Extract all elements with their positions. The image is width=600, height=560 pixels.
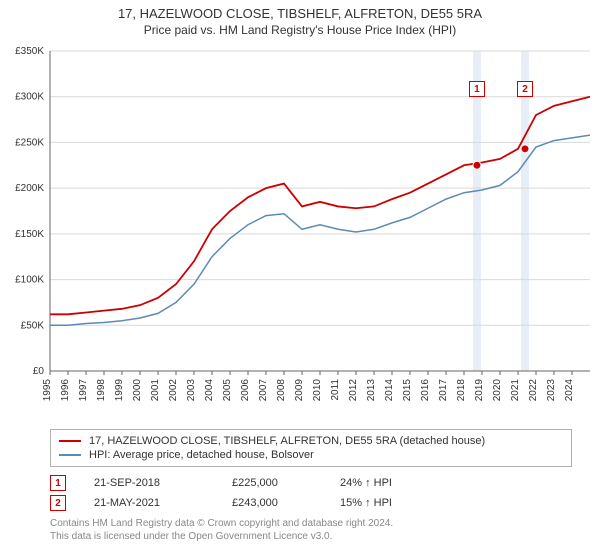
transaction-row-badge: 2: [50, 495, 66, 511]
y-tick-label: £100K: [15, 275, 44, 286]
transaction-row: 1 21-SEP-2018 £225,000 24% ↑ HPI: [50, 473, 572, 493]
transaction-badge: 1: [469, 81, 485, 97]
x-tick-label: 2000: [132, 379, 143, 402]
y-tick-label: £150K: [15, 229, 44, 240]
legend-item: 17, HAZELWOOD CLOSE, TIBSHELF, ALFRETON,…: [59, 434, 563, 448]
transaction-date: 21-MAY-2021: [94, 497, 204, 509]
line-chart-svg: £0 £50K £100K £150K £200K £250K £300K £350K 1995…: [0, 41, 600, 421]
x-tick-label: 2009: [294, 379, 305, 402]
footnote-line: Contains HM Land Registry data © Crown c…: [50, 517, 572, 530]
legend-item: HPI: Average price, detached house, Bols…: [59, 448, 563, 462]
series-property: [50, 97, 590, 315]
x-tick-label: 1999: [114, 379, 125, 402]
x-tick-label: 2011: [330, 379, 341, 401]
y-tick-label: £300K: [15, 92, 44, 103]
legend-label: 17, HAZELWOOD CLOSE, TIBSHELF, ALFRETON,…: [89, 435, 485, 447]
transaction-row-badge: 1: [50, 475, 66, 491]
x-tick-label: 2019: [474, 379, 485, 402]
x-tick-label: 2004: [204, 379, 215, 402]
x-tick-label: 2017: [438, 379, 449, 402]
legend-swatch: [59, 440, 81, 442]
y-tick-label: £250K: [15, 137, 44, 148]
x-tick-label: 2010: [312, 379, 323, 402]
chart-title: 17, HAZELWOOD CLOSE, TIBSHELF, ALFRETON,…: [0, 0, 600, 21]
x-tick-label: 2007: [258, 379, 269, 402]
y-tick-label: £50K: [21, 320, 45, 331]
footnote: Contains HM Land Registry data © Crown c…: [50, 517, 572, 543]
transaction-dot: [521, 145, 529, 153]
x-tick-label: 2005: [222, 379, 233, 402]
x-tick-label: 2023: [546, 379, 557, 402]
x-tick-label: 2008: [276, 379, 287, 402]
series-hpi: [50, 135, 590, 325]
x-tick-label: 1997: [78, 379, 89, 402]
legend-swatch: [59, 454, 81, 456]
x-tick-label: 2020: [492, 379, 503, 402]
x-tick-label: 2022: [528, 379, 539, 402]
x-tick-label: 1998: [96, 379, 107, 402]
transaction-price: £243,000: [232, 497, 312, 509]
footnote-line: This data is licensed under the Open Gov…: [50, 530, 572, 543]
x-tick-label: 2014: [384, 379, 395, 402]
x-tick-label: 2012: [348, 379, 359, 402]
x-tick-label: 2002: [168, 379, 179, 402]
legend-label: HPI: Average price, detached house, Bols…: [89, 449, 314, 461]
x-tick-label: 2021: [510, 379, 521, 402]
chart-area: £0 £50K £100K £150K £200K £250K £300K £350K 1995…: [0, 41, 600, 421]
y-tick-label: £350K: [15, 46, 44, 57]
x-tick-label: 1995: [42, 379, 53, 402]
y-tick-label: £200K: [15, 183, 44, 194]
transaction-badge: 2: [517, 81, 533, 97]
y-tick-label: £0: [33, 366, 45, 377]
x-tick-label: 2003: [186, 379, 197, 402]
transaction-dot: [473, 161, 481, 169]
x-tick-label: 2018: [456, 379, 467, 402]
x-tick-label: 1996: [60, 379, 71, 402]
x-tick-label: 2016: [420, 379, 431, 402]
x-tick-label: 2024: [564, 379, 575, 402]
transaction-delta: 24% ↑ HPI: [340, 477, 430, 489]
x-tick-label: 2006: [240, 379, 251, 402]
transaction-delta: 15% ↑ HPI: [340, 497, 430, 509]
x-tick-label: 2001: [150, 379, 161, 402]
legend: 17, HAZELWOOD CLOSE, TIBSHELF, ALFRETON,…: [50, 429, 572, 467]
x-tick-label: 2013: [366, 379, 377, 402]
transaction-price: £225,000: [232, 477, 312, 489]
transactions-table: 1 21-SEP-2018 £225,000 24% ↑ HPI 2 21-MAY-202…: [50, 473, 572, 513]
x-tick-label: 2015: [402, 379, 413, 402]
chart-subtitle: Price paid vs. HM Land Registry's House …: [0, 21, 600, 41]
page-container: 17, HAZELWOOD CLOSE, TIBSHELF, ALFRETON,…: [0, 0, 600, 560]
transaction-row: 2 21-MAY-2021 £243,000 15% ↑ HPI: [50, 493, 572, 513]
transaction-date: 21-SEP-2018: [94, 477, 204, 489]
